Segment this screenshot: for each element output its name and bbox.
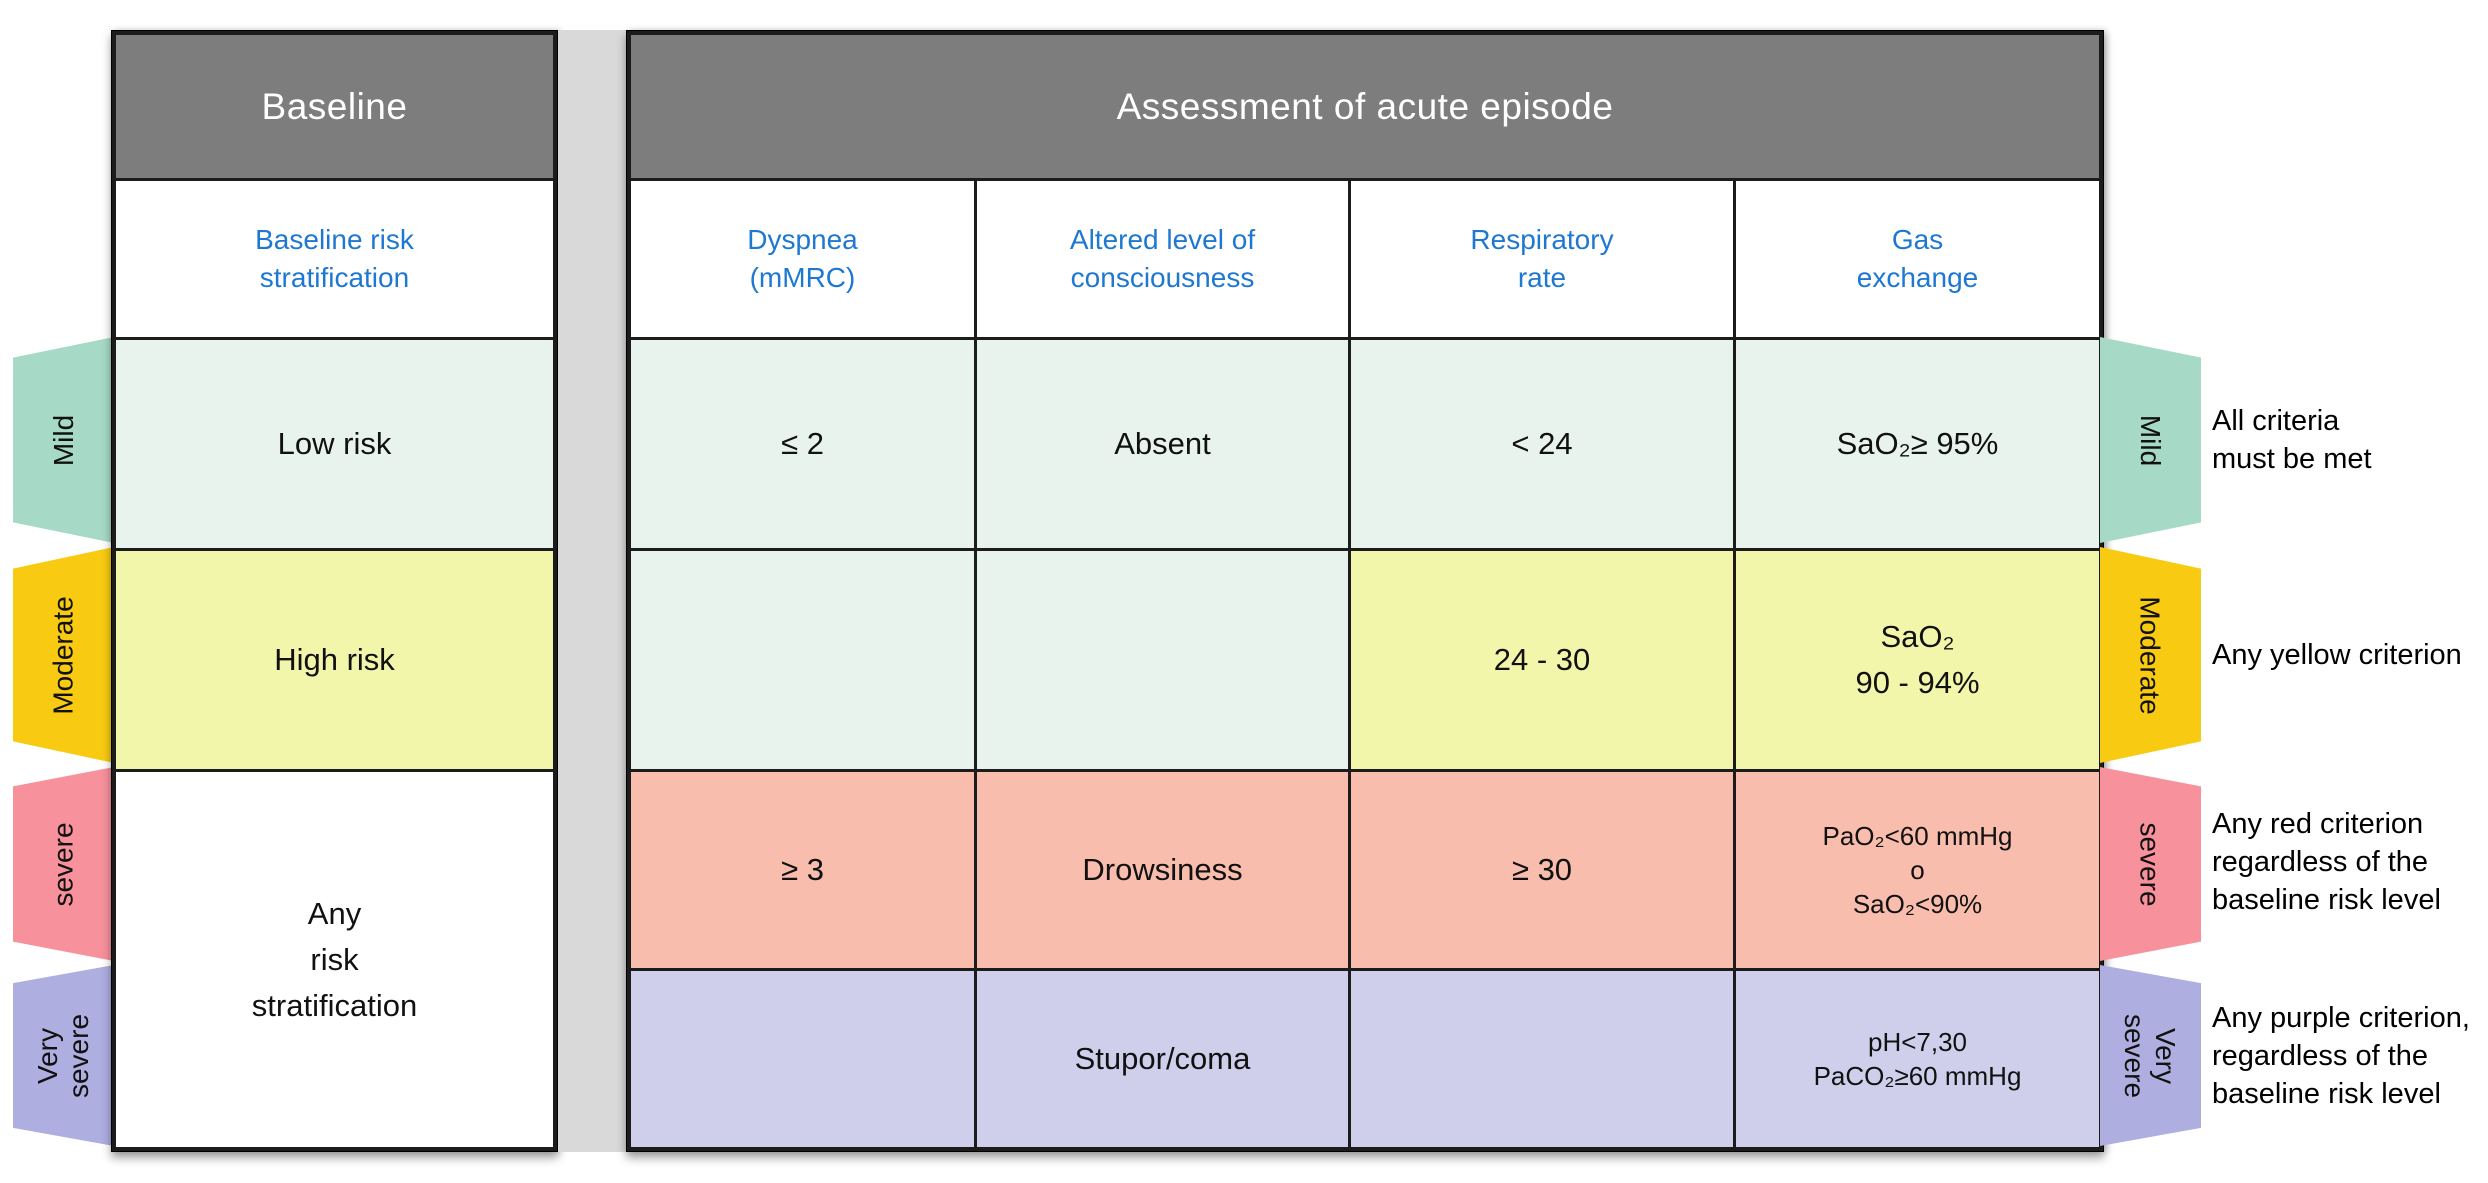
note-very-severe-criteria: Any purple criterion, regardless of the … bbox=[2212, 961, 2486, 1150]
column-header-consciousness: Altered level of consciousness bbox=[977, 181, 1348, 337]
note-text: Any yellow criterion bbox=[2212, 639, 2462, 671]
table-divider-bar bbox=[558, 30, 626, 1152]
severity-tab-label: Very severe bbox=[32, 1013, 95, 1098]
cell-mild-respiratory: < 24 bbox=[1351, 340, 1733, 548]
cell-moderate-dyspnea bbox=[631, 551, 974, 769]
severity-tab-left-mild: Mild bbox=[13, 337, 114, 543]
cell-very-severe-gas: pH<7,30 PaCO₂≥60 mmHg bbox=[1736, 971, 2099, 1147]
cell-mild-gas: SaO₂≥ 95% bbox=[1736, 340, 2099, 548]
baseline-table-header: Baseline bbox=[116, 35, 553, 178]
severity-tab-right-mild: Mild bbox=[2100, 337, 2201, 543]
baseline-table: Baseline Baseline risk stratification Lo… bbox=[111, 30, 558, 1152]
note-text: All criteria must be met bbox=[2212, 405, 2372, 475]
severity-tab-label: severe bbox=[2134, 821, 2166, 907]
assessment-table-header: Assessment of acute episode bbox=[631, 35, 2099, 178]
severity-tab-right-severe: severe bbox=[2100, 767, 2201, 961]
severity-tab-label: Moderate bbox=[2135, 595, 2167, 715]
column-header-respiratory-rate: Respiratory rate bbox=[1351, 181, 1733, 337]
cell-severe-consciousness: Drowsiness bbox=[977, 772, 1348, 968]
note-moderate-criteria: Any yellow criterion bbox=[2212, 545, 2486, 765]
cell-moderate-consciousness bbox=[977, 551, 1348, 769]
severity-tab-left-moderate: Moderate bbox=[13, 547, 114, 763]
cell-mild-dyspnea: ≤ 2 bbox=[631, 340, 974, 548]
cell-moderate-respiratory: 24 - 30 bbox=[1351, 551, 1733, 769]
cell-severe-dyspnea: ≥ 3 bbox=[631, 772, 974, 968]
note-text: Any red criterion regardless of the base… bbox=[2212, 808, 2441, 916]
cell-very-severe-respiratory bbox=[1351, 971, 1733, 1147]
cell-severe-and-very-severe-baseline-merged: Any risk stratification bbox=[116, 772, 553, 1147]
note-severe-criteria: Any red criterion regardless of the base… bbox=[2212, 763, 2486, 961]
severity-tab-right-moderate: Moderate bbox=[2100, 547, 2201, 763]
cell-mild-baseline: Low risk bbox=[116, 340, 553, 548]
cell-severe-gas: PaO₂<60 mmHg o SaO₂<90% bbox=[1736, 772, 2099, 968]
note-text: Any purple criterion, regardless of the … bbox=[2212, 1001, 2470, 1110]
severity-tab-label: Moderate bbox=[48, 595, 80, 715]
cell-severe-respiratory: ≥ 30 bbox=[1351, 772, 1733, 968]
severity-tab-label: Mild bbox=[48, 414, 79, 466]
severity-tab-label: Very severe bbox=[2119, 1013, 2182, 1098]
cell-mild-consciousness: Absent bbox=[977, 340, 1348, 548]
cell-moderate-baseline: High risk bbox=[116, 551, 553, 769]
assessment-table: Assessment of acute episode Dyspnea (mMR… bbox=[626, 30, 2104, 1152]
cell-moderate-gas: SaO₂ 90 - 94% bbox=[1736, 551, 2099, 769]
severity-tab-right-very-severe: Very severe bbox=[2100, 965, 2201, 1146]
column-header-dyspnea: Dyspnea (mMRC) bbox=[631, 181, 974, 337]
column-header-baseline-risk: Baseline risk stratification bbox=[116, 181, 553, 337]
severity-tab-label: Mild bbox=[2135, 414, 2166, 466]
cell-very-severe-consciousness: Stupor/coma bbox=[977, 971, 1348, 1147]
cell-very-severe-dyspnea bbox=[631, 971, 974, 1147]
severity-tab-label: severe bbox=[47, 821, 79, 907]
column-header-gas-exchange: Gas exchange bbox=[1736, 181, 2099, 337]
note-mild-criteria: All criteria must be met bbox=[2212, 335, 2486, 545]
severity-tab-left-severe: severe bbox=[13, 767, 114, 961]
severity-tab-left-very-severe: Very severe bbox=[13, 965, 114, 1146]
